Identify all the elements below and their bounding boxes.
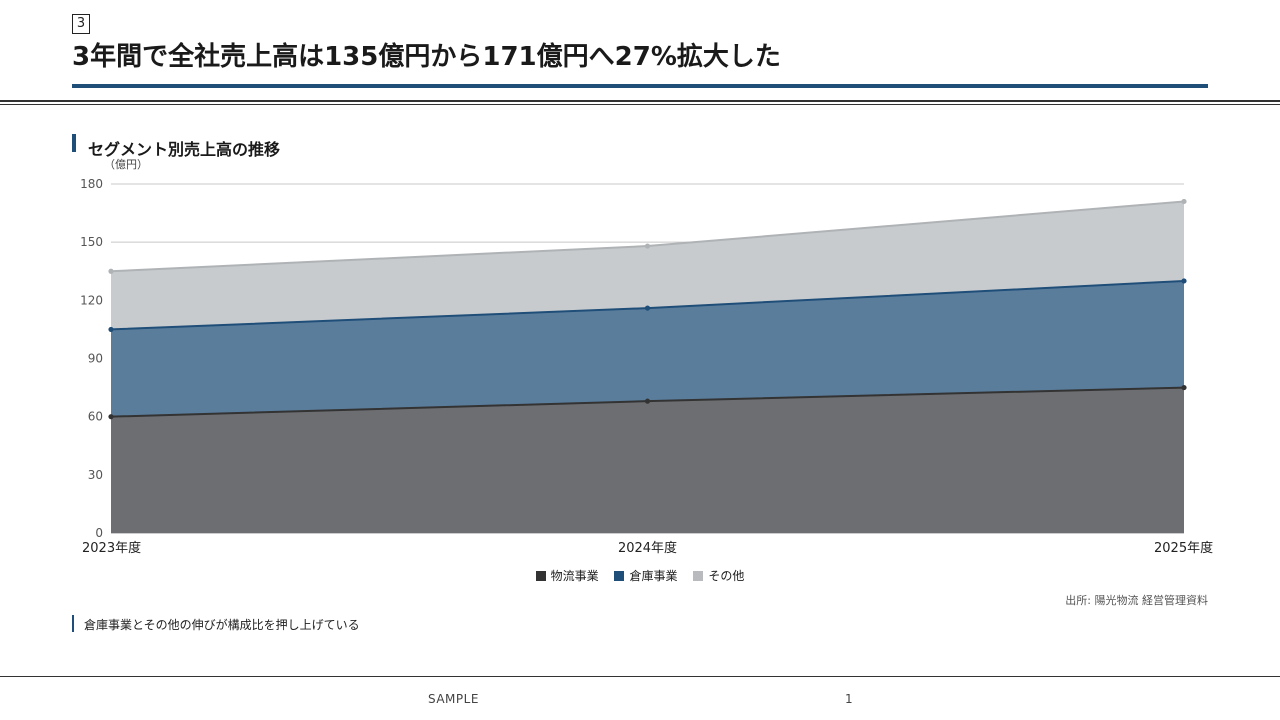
legend-swatch bbox=[614, 571, 625, 581]
x-tick-label: 2025年度 bbox=[1154, 540, 1213, 556]
data-point-series-1 bbox=[108, 326, 114, 333]
legend-item-other: その他 bbox=[693, 567, 744, 584]
title-underline bbox=[72, 84, 1208, 88]
legend-swatch bbox=[535, 571, 546, 581]
series-areas bbox=[111, 201, 1184, 533]
legend-item-warehouse: 倉庫事業 bbox=[614, 567, 678, 584]
footer-divider bbox=[0, 676, 1280, 677]
y-axis-unit-label: （億円） bbox=[104, 158, 148, 171]
data-point-series-1 bbox=[644, 305, 651, 311]
section-title: セグメント別売上高の推移 bbox=[88, 140, 281, 159]
chart-legend: 物流事業 倉庫事業 その他 bbox=[0, 567, 1280, 584]
y-tick-labels: 0 30 60 90 120 150 180 bbox=[80, 177, 103, 540]
data-point-series-0 bbox=[108, 414, 114, 420]
legend-label: 倉庫事業 bbox=[629, 569, 678, 583]
data-point-series-0 bbox=[644, 398, 651, 404]
data-point-series-2 bbox=[644, 243, 651, 249]
header-divider bbox=[0, 100, 1280, 102]
data-point-series-0 bbox=[1181, 384, 1187, 391]
x-tick-label: 2024年度 bbox=[618, 540, 677, 556]
area-series-2 bbox=[111, 201, 1184, 330]
footer-label: SAMPLE bbox=[428, 692, 479, 706]
data-point-series-2 bbox=[108, 268, 114, 274]
data-point-series-2 bbox=[1181, 198, 1187, 205]
header-divider-thin bbox=[0, 104, 1280, 105]
legend-label: その他 bbox=[708, 569, 745, 583]
slide-title: 3年間で全社売上高は135億円から171億円へ27%拡大した bbox=[72, 42, 781, 72]
x-tick-labels: 2023年度 2024年度 2025年度 bbox=[82, 540, 1213, 556]
area-series-0 bbox=[111, 387, 1184, 533]
y-tick-label: 30 bbox=[88, 468, 103, 482]
note-accent-bar bbox=[72, 615, 74, 632]
slide-number-box: 3 bbox=[72, 14, 90, 34]
legend-swatch bbox=[693, 571, 704, 581]
page-number: 1 bbox=[845, 692, 853, 706]
y-tick-label: 150 bbox=[80, 235, 103, 249]
area-series-1 bbox=[111, 280, 1184, 417]
section-accent-bar bbox=[72, 134, 76, 152]
x-tick-label: 2023年度 bbox=[82, 540, 141, 556]
y-tick-label: 0 bbox=[95, 526, 103, 540]
legend-label: 物流事業 bbox=[550, 569, 599, 583]
y-tick-label: 60 bbox=[88, 410, 103, 424]
series-points bbox=[108, 198, 1187, 420]
source-note: 出所: 陽光物流 経営管理資料 bbox=[1065, 594, 1208, 607]
y-tick-label: 120 bbox=[80, 293, 103, 307]
stacked-area-chart: 0 30 60 90 120 150 180 2023年度 2024年度 2025年度 bbox=[80, 177, 1213, 556]
y-tick-label: 180 bbox=[80, 177, 103, 191]
data-point-series-1 bbox=[1181, 278, 1187, 284]
y-tick-label: 90 bbox=[88, 352, 103, 366]
legend-item-logistics: 物流事業 bbox=[535, 567, 599, 584]
takeaway-note: 倉庫事業とその他の伸びが構成比を押し上げている bbox=[84, 618, 360, 632]
